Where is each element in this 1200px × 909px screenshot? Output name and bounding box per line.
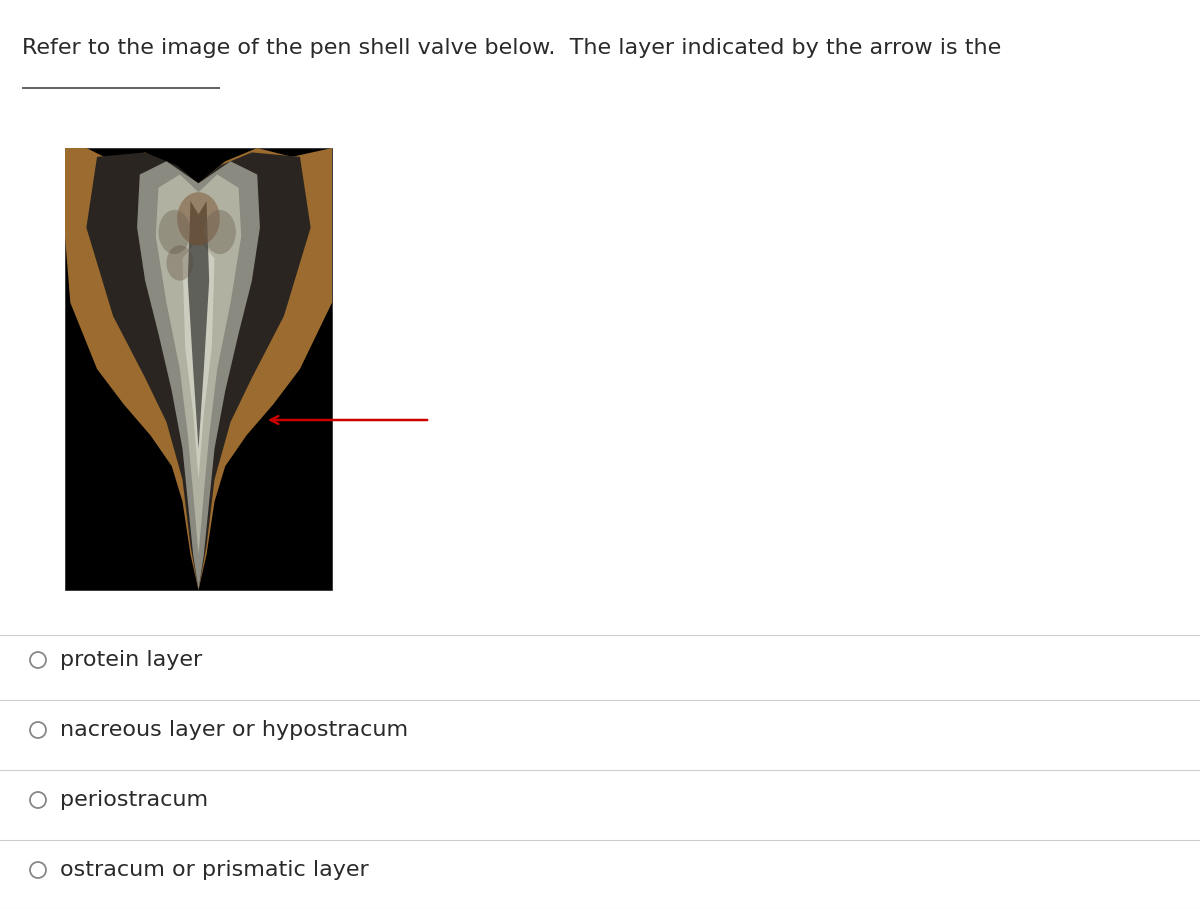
Polygon shape [182,245,215,480]
Text: periostracum: periostracum [60,790,208,810]
Text: protein layer: protein layer [60,650,203,670]
Polygon shape [188,201,209,448]
Ellipse shape [178,192,220,245]
Text: Refer to the image of the pen shell valve below.  The layer indicated by the arr: Refer to the image of the pen shell valv… [22,38,1001,58]
Polygon shape [86,153,311,590]
Bar [65,148,332,590]
Ellipse shape [167,245,193,281]
Text: nacreous layer or hypostracum: nacreous layer or hypostracum [60,720,408,740]
Ellipse shape [158,210,191,255]
Text: ostracum or prismatic layer: ostracum or prismatic layer [60,860,368,880]
Polygon shape [137,161,260,590]
Polygon shape [156,175,241,554]
Ellipse shape [204,210,236,255]
Polygon shape [65,148,332,590]
